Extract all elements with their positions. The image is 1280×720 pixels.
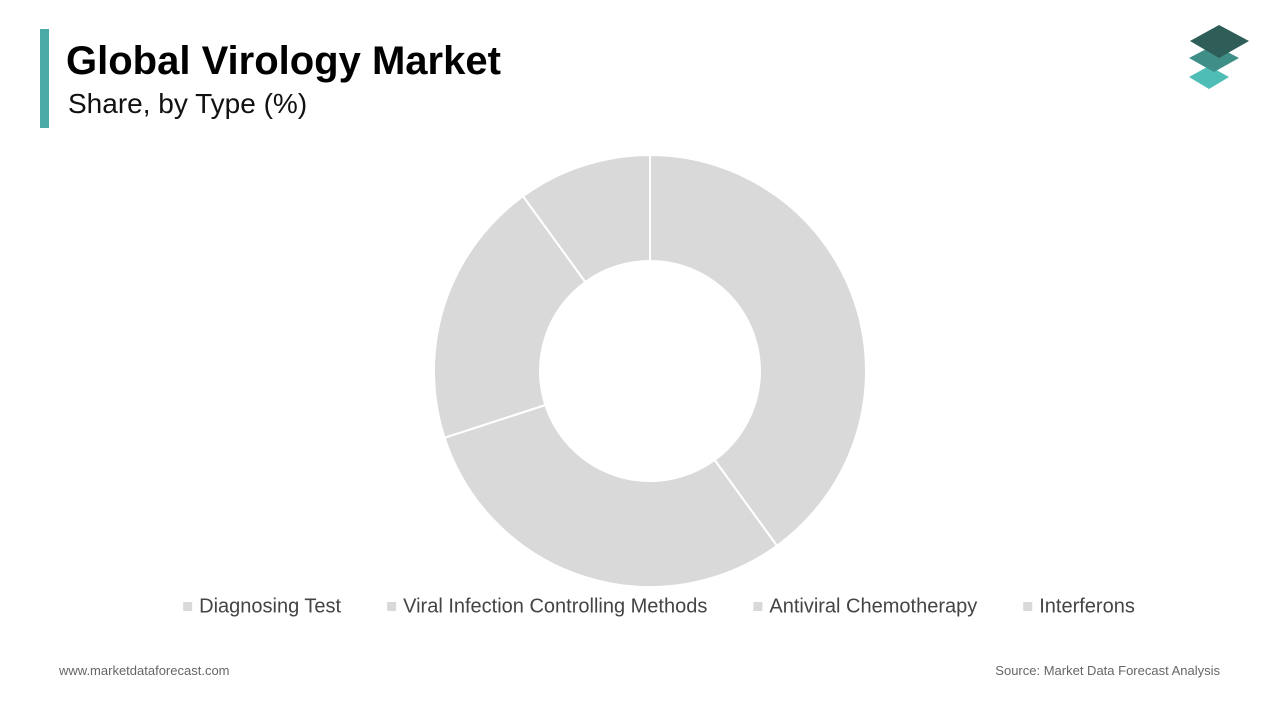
legend-label: Antiviral Chemotherapy — [769, 595, 977, 617]
donut-slice — [433, 194, 587, 440]
legend-label: Viral Infection Controlling Methods — [403, 595, 707, 617]
donut-slice — [443, 403, 779, 588]
title-accent — [40, 29, 49, 128]
chart-title: Global Virology Market — [66, 39, 501, 83]
legend-label: Diagnosing Test — [199, 595, 341, 617]
legend-label: Interferons — [1039, 595, 1135, 617]
donut — [433, 153, 867, 588]
donut-slice — [521, 153, 651, 284]
chart-subtitle: Share, by Type (%) — [68, 88, 307, 119]
legend-swatch — [1023, 602, 1033, 611]
legend-swatch — [753, 602, 763, 611]
source: Source: Market Data Forecast Analysis — [995, 663, 1220, 678]
website: www.marketdataforecast.com — [58, 663, 230, 678]
legend: Diagnosing Test Viral Infection Controlli… — [183, 595, 1135, 617]
legend-swatch — [183, 602, 193, 611]
legend-swatch — [387, 602, 397, 611]
logo — [1189, 25, 1249, 89]
donut-slice — [649, 153, 867, 548]
